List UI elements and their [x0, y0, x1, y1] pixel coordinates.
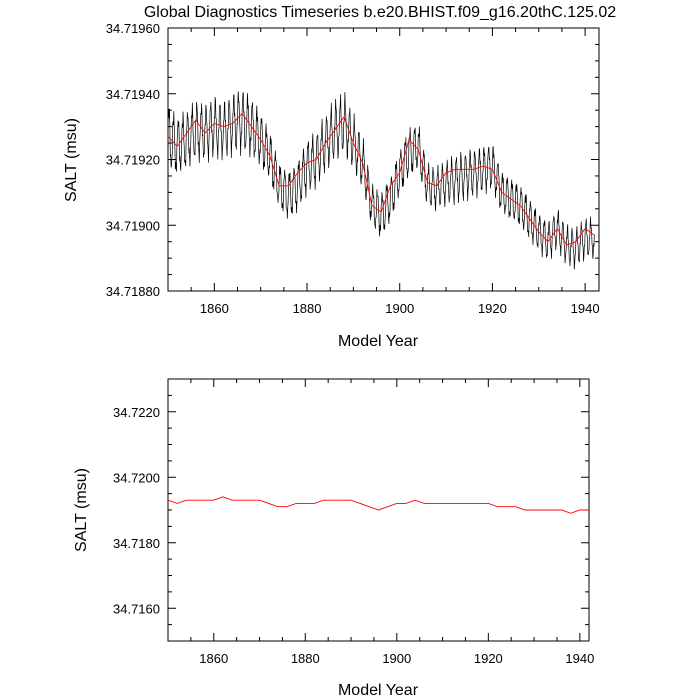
top-tick-labels: 1860 1880 1900 1920 1940 34.71880 34.71900 34.7…	[106, 21, 600, 316]
bottom-x-tick-label: 1900	[382, 651, 411, 666]
bottom-y-tick-label: 34.7220	[113, 405, 160, 420]
top-x-tick-label: 1920	[478, 301, 507, 316]
bottom-x-tick-label: 1880	[291, 651, 320, 666]
bottom-x-axis-label: Model Year	[338, 682, 419, 699]
bottom-tick-labels: 1860 1880 1900 1920 1940 34.7160 34.7180 34.720…	[113, 405, 594, 666]
top-x-axis-label: Model Year	[338, 333, 419, 350]
top-x-tick-label: 1860	[200, 301, 229, 316]
top-plot-frame	[167, 27, 600, 292]
bottom-y-tick-label: 34.7200	[113, 470, 160, 485]
top-y-axis-label: SALT (msu)	[63, 118, 80, 202]
top-y-tick-label: 34.71960	[106, 21, 160, 36]
bottom-x-tick-label: 1860	[199, 651, 228, 666]
bottom-y-tick-label: 34.7180	[113, 536, 160, 551]
bottom-x-tick-label: 1920	[474, 651, 503, 666]
bottom-y-tick-label: 34.7160	[113, 601, 160, 616]
top-y-tick-label: 34.71920	[106, 153, 160, 168]
top-x-tick-label: 1940	[571, 301, 600, 316]
bottom-axis-ticks	[167, 378, 589, 642]
bottom-annual-line	[167, 496, 589, 514]
bottom-y-axis-label: SALT (msu)	[73, 468, 90, 552]
top-annual-line	[167, 112, 595, 246]
top-annual-series	[167, 112, 595, 246]
top-y-tick-label: 34.71880	[106, 284, 160, 299]
bottom-x-tick-label: 1940	[565, 651, 594, 666]
top-x-tick-label: 1900	[385, 301, 414, 316]
top-axis-ticks	[167, 27, 599, 292]
top-y-tick-label: 34.71940	[106, 87, 160, 102]
top-plot-panel: 1860 1880 1900 1920 1940 34.71880 34.71900 34.7…	[63, 21, 600, 350]
top-monthly-line	[167, 91, 595, 270]
bottom-plot-panel: 1860 1880 1900 1920 1940 34.7160 34.7180 34.720…	[73, 378, 594, 699]
top-y-tick-label: 34.71900	[106, 218, 160, 233]
figure-title: Global Diagnostics Timeseries b.e20.BHIS…	[144, 4, 616, 21]
bottom-annual-series	[167, 496, 589, 514]
top-x-tick-label: 1880	[293, 301, 322, 316]
top-monthly-series	[167, 91, 595, 270]
